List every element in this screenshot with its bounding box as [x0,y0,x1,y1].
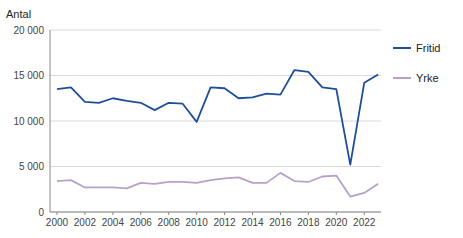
y-tick-label: 15 000 [13,70,44,81]
x-tick-label: 2004 [102,217,125,228]
y-tick-labels: 0 5 000 10 000 15 000 20 000 [13,25,44,218]
x-axis-line [50,212,381,213]
x-tick [336,212,337,215]
x-tick-label: 2020 [325,217,348,228]
y-tick-label: 0 [38,207,44,218]
chart: 0 5 000 10 000 15 000 20 000 2000 2002 2004 2006… [0,0,463,238]
legend-swatch [393,47,411,49]
x-tick-label: 2000 [46,217,69,228]
x-tick [280,212,281,215]
x-tick-label: 2018 [297,217,320,228]
y-tick-label: 10 000 [13,116,44,127]
grid-line [50,75,381,76]
x-tick [112,212,113,215]
grid-line [50,166,381,167]
x-tick [308,212,309,215]
x-tick [196,212,197,215]
y-axis-line [50,30,51,212]
x-tick [364,212,365,215]
y-axis-label: Antal [6,8,31,20]
x-tick-label: 2014 [241,217,264,228]
chart-container: 0 5 000 10 000 15 000 20 000 2000 2002 2004 2006… [0,0,463,238]
grid-line [50,30,381,31]
y-tick-label: 20 000 [13,25,44,36]
legend-swatch [393,77,411,79]
plot-area [57,70,378,196]
x-tick [224,212,225,215]
x-tick [56,212,57,215]
x-tick [168,212,169,215]
grid-line [50,212,381,213]
series-line [57,173,378,197]
x-tick [84,212,85,215]
grid-line [50,121,381,122]
y-grid [50,30,381,212]
x-tick-label: 2022 [353,217,376,228]
x-tick-label: 2002 [74,217,97,228]
x-tick [140,212,141,215]
series-line [57,70,378,165]
legend-label: Fritid [416,42,440,54]
legend: Fritid Yrke [393,42,440,84]
x-tick-label: 2016 [269,217,292,228]
x-tick-label: 2008 [158,217,181,228]
x-tick-labels: 2000 2002 2004 2006 2008 2010 2012 2014 2016 2018… [46,212,376,228]
x-tick-label: 2012 [213,217,236,228]
y-tick-label: 5 000 [19,161,44,172]
x-tick [252,212,253,215]
x-tick-label: 2010 [186,217,209,228]
legend-label: Yrke [416,72,439,84]
x-tick-label: 2006 [130,217,153,228]
